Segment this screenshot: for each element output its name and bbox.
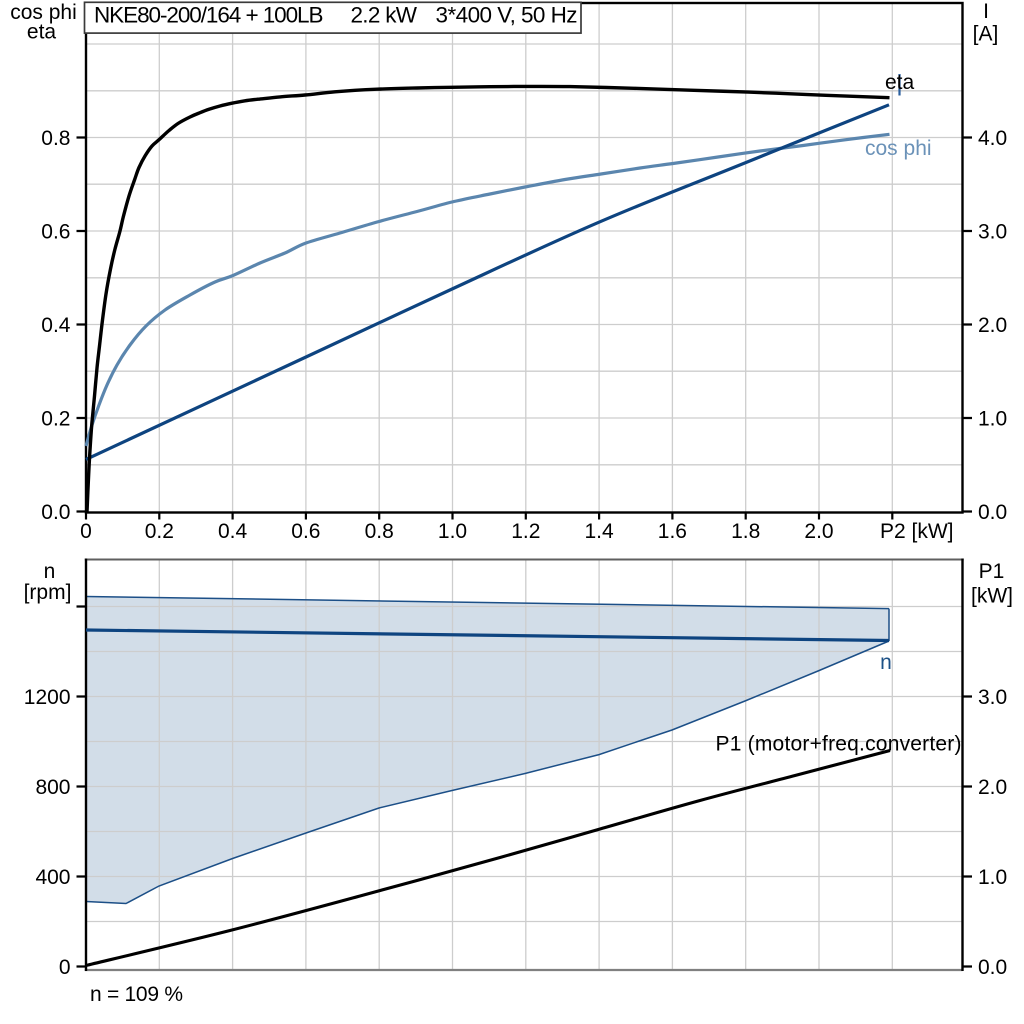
svg-text:1.2: 1.2	[511, 520, 540, 543]
svg-text:0.0: 0.0	[978, 501, 1007, 524]
svg-text:4.0: 4.0	[978, 127, 1007, 150]
svg-text:NKE80-200/164 + 100LB: NKE80-200/164 + 100LB	[94, 3, 324, 28]
svg-text:400: 400	[35, 866, 70, 889]
svg-text:0.6: 0.6	[41, 221, 70, 244]
svg-text:[rpm]: [rpm]	[24, 581, 72, 604]
svg-text:cos phi: cos phi	[10, 1, 77, 24]
svg-text:800: 800	[35, 776, 70, 799]
svg-text:0: 0	[80, 520, 92, 543]
svg-text:2.0: 2.0	[978, 776, 1007, 799]
svg-text:3.0: 3.0	[978, 686, 1007, 709]
svg-text:1.0: 1.0	[438, 520, 467, 543]
svg-text:0: 0	[59, 956, 71, 979]
svg-text:n: n	[880, 651, 892, 674]
svg-text:P1 (motor+freq.converter): P1 (motor+freq.converter)	[716, 733, 962, 756]
svg-text:[A]: [A]	[973, 23, 999, 46]
svg-text:P1: P1	[979, 560, 1005, 583]
svg-text:0.8: 0.8	[365, 520, 394, 543]
svg-text:1.8: 1.8	[731, 520, 760, 543]
svg-text:eta: eta	[27, 21, 57, 44]
svg-text:0.4: 0.4	[218, 520, 248, 543]
svg-text:0.2: 0.2	[145, 520, 174, 543]
svg-text:I: I	[983, 0, 989, 23]
svg-text:2.0: 2.0	[978, 314, 1007, 337]
svg-text:3*400 V, 50 Hz: 3*400 V, 50 Hz	[436, 3, 578, 28]
svg-text:P2 [kW]: P2 [kW]	[880, 520, 954, 543]
svg-text:0.8: 0.8	[41, 127, 70, 150]
svg-text:[kW]: [kW]	[971, 585, 1013, 608]
svg-text:0.0: 0.0	[41, 501, 70, 524]
svg-text:2.0: 2.0	[804, 520, 833, 543]
svg-text:eta: eta	[885, 71, 915, 94]
svg-text:1.4: 1.4	[584, 520, 614, 543]
svg-text:cos phi: cos phi	[865, 137, 932, 160]
svg-text:2.2 kW: 2.2 kW	[351, 3, 418, 28]
svg-text:n: n	[44, 560, 56, 583]
svg-text:0.4: 0.4	[41, 314, 71, 337]
svg-text:0.2: 0.2	[41, 408, 70, 431]
svg-text:3.0: 3.0	[978, 221, 1007, 244]
svg-text:1200: 1200	[24, 686, 71, 709]
svg-text:1.6: 1.6	[658, 520, 687, 543]
svg-text:n = 109 %: n = 109 %	[90, 983, 183, 1006]
svg-text:0.6: 0.6	[291, 520, 320, 543]
svg-text:1.0: 1.0	[978, 408, 1007, 431]
svg-text:0.0: 0.0	[978, 956, 1007, 979]
svg-text:1.0: 1.0	[978, 866, 1007, 889]
